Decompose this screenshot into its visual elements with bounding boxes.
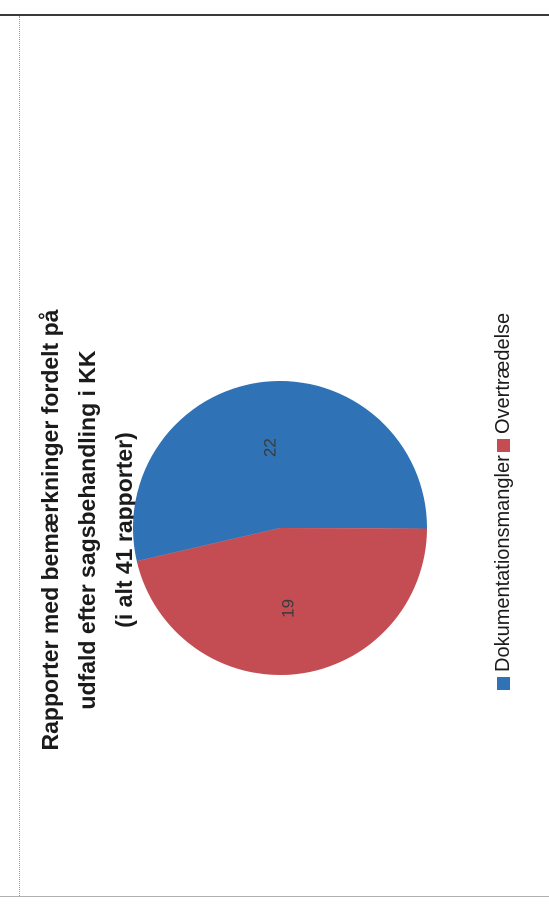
legend-item-overtraedelse: Overtrædelse [492,313,515,452]
legend-swatch-dokumentationsmangler [497,677,510,690]
scan-border-top [0,14,549,16]
legend: Dokumentationsmangler Overtrædelse [492,180,532,880]
pie-label-dokumentationsmangler: 22 [260,438,279,457]
pie-slice-dokumentationsmangler [133,381,427,562]
pie-chart: 22 19 [133,381,427,675]
legend-label-overtraedelse: Overtrædelse [492,312,514,434]
legend-swatch-overtraedelse [497,439,510,452]
chart: Rapporter med bemærkninger fordelt på ud… [0,180,549,880]
legend-item-dokumentationsmangler: Dokumentationsmangler [492,455,515,690]
scan-border-left [19,16,20,896]
pie-label-overtraedelse: 19 [279,599,298,618]
pie-slice-overtraedelse [136,528,427,675]
legend-label-dokumentationsmangler: Dokumentationsmangler [492,455,514,672]
scan-border-bottom [0,896,549,897]
